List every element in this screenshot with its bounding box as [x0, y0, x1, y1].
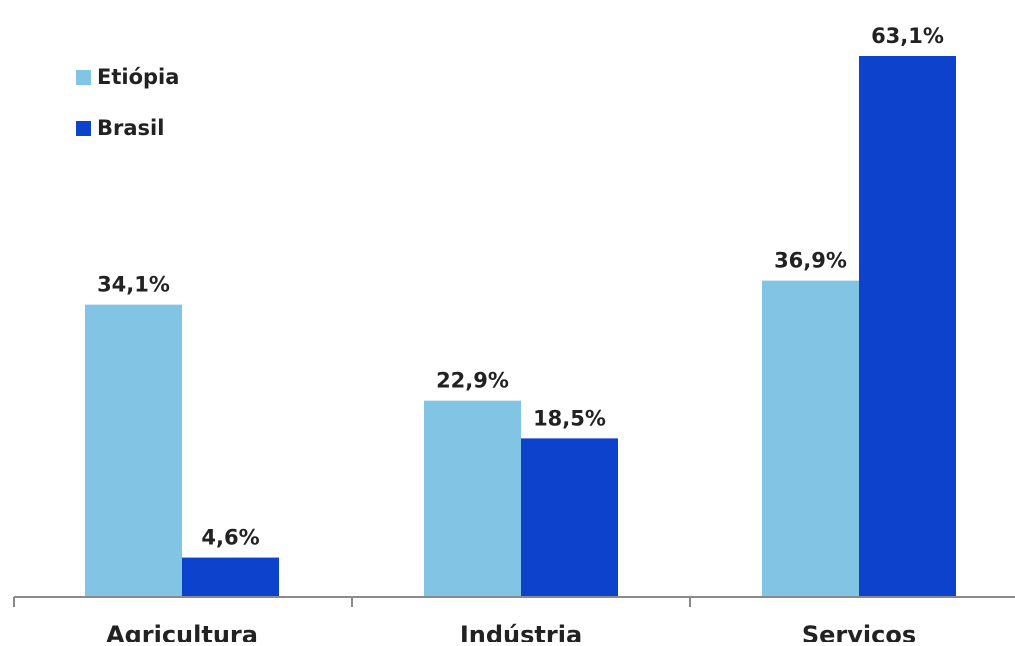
- legend-label-etiopia: Etiópia: [97, 65, 180, 89]
- x-tick-label-agricultura: Agricultura: [106, 621, 258, 642]
- data-label-industria-etiopia: 22,9%: [436, 369, 509, 393]
- bar-agricultura-etiopia: [85, 304, 182, 597]
- bar-servicos-etiopia: [762, 280, 859, 597]
- data-label-agricultura-brasil: 4,6%: [201, 526, 259, 550]
- legend-item-brasil: Brasil: [76, 113, 179, 143]
- x-tick-label-industria: Indústria: [460, 621, 582, 642]
- data-label-agricultura-etiopia: 34,1%: [97, 273, 170, 297]
- x-tick-label-servicos: Serviços: [802, 621, 916, 642]
- legend-swatch-brasil: [76, 120, 91, 136]
- legend-label-brasil: Brasil: [97, 116, 165, 140]
- bar-industria-brasil: [521, 438, 618, 597]
- bars-group: [85, 56, 956, 597]
- bar-industria-etiopia: [424, 400, 521, 597]
- legend-item-etiopia: Etiópia: [76, 62, 179, 92]
- bar-servicos-brasil: [859, 56, 956, 597]
- data-label-industria-brasil: 18,5%: [533, 406, 606, 430]
- x-axis-ticks: [13, 597, 691, 607]
- data-label-servicos-brasil: 63,1%: [871, 24, 944, 48]
- legend: Etiópia Brasil: [76, 62, 179, 164]
- x-axis-tick-labels: Agricultura Indústria Serviços: [106, 621, 916, 646]
- bar-agricultura-brasil: [182, 557, 279, 597]
- value-labels-group: 34,1% 4,6% 22,9% 18,5% 36,9% 63,1%: [97, 24, 944, 550]
- data-label-servicos-etiopia: 36,9%: [774, 249, 847, 273]
- legend-swatch-etiopia: [76, 69, 91, 85]
